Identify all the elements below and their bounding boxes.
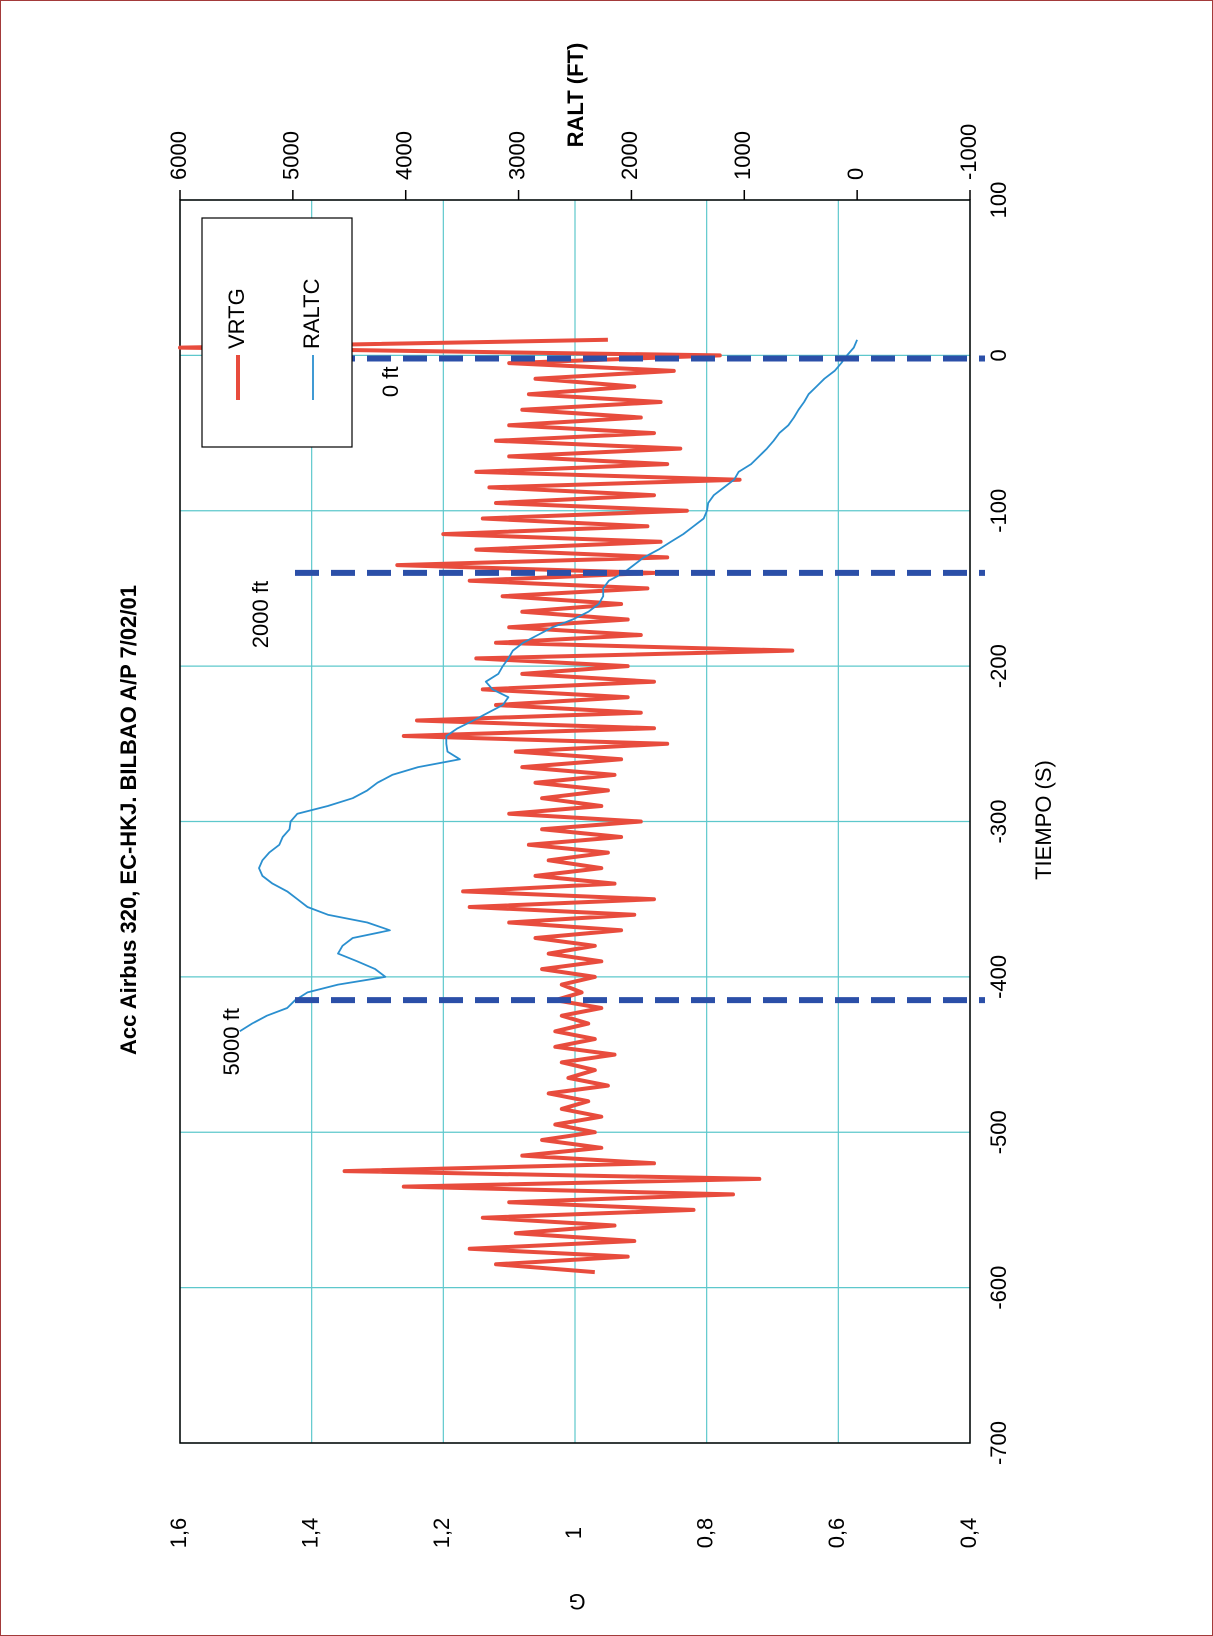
marker-label: 5000 ft <box>219 1008 244 1075</box>
x-tick-label: -300 <box>986 799 1011 843</box>
y2-tick-label: -1000 <box>956 124 981 180</box>
y2-tick-label: 0 <box>843 168 868 180</box>
x-tick-label: -700 <box>986 1421 1011 1465</box>
legend-label: VRTG <box>224 288 249 349</box>
legend-label: RALTC <box>299 278 324 349</box>
plot-area <box>179 199 971 1444</box>
series-line <box>178 337 795 1275</box>
y-tick-label: 1 <box>561 1527 586 1539</box>
x-tick-label: -100 <box>986 489 1011 533</box>
marker-label: 0 ft <box>378 366 403 397</box>
y-axis-label: G <box>568 1589 585 1614</box>
y2-tick-label: 1000 <box>730 131 755 180</box>
y2-axis-label: RALT (FT) <box>563 43 588 148</box>
y-tick-label: 1,6 <box>166 1518 191 1549</box>
y2-tick-label: 4000 <box>392 131 417 180</box>
y2-tick-label: 5000 <box>279 131 304 180</box>
y-tick-label: 1,2 <box>429 1518 454 1549</box>
y-tick-label: 0,6 <box>824 1518 849 1549</box>
rotated-chart: Acc Airbus 320, EC-HKJ. BILBAO A/P 7/02/… <box>116 43 1056 1615</box>
marker-label: 2000 ft <box>248 581 273 648</box>
x-tick-label: -500 <box>986 1110 1011 1154</box>
x-tick-label: 0 <box>986 349 1011 361</box>
y-tick-label: 0,8 <box>692 1518 717 1549</box>
y2-tick-label: 6000 <box>166 131 191 180</box>
y-tick-label: 1,4 <box>297 1518 322 1549</box>
chart-title: Acc Airbus 320, EC-HKJ. BILBAO A/P 7/02/… <box>116 585 141 1055</box>
x-tick-label: 100 <box>986 182 1011 219</box>
y2-tick-label: 3000 <box>504 131 529 180</box>
x-axis-label: TIEMPO (S) <box>1031 760 1056 880</box>
x-tick-label: -200 <box>986 644 1011 688</box>
y2-tick-label: 2000 <box>617 131 642 180</box>
x-tick-label: -600 <box>986 1266 1011 1310</box>
series-line <box>239 339 858 1033</box>
x-tick-label: -400 <box>986 955 1011 999</box>
y-tick-label: 0,4 <box>956 1518 981 1549</box>
